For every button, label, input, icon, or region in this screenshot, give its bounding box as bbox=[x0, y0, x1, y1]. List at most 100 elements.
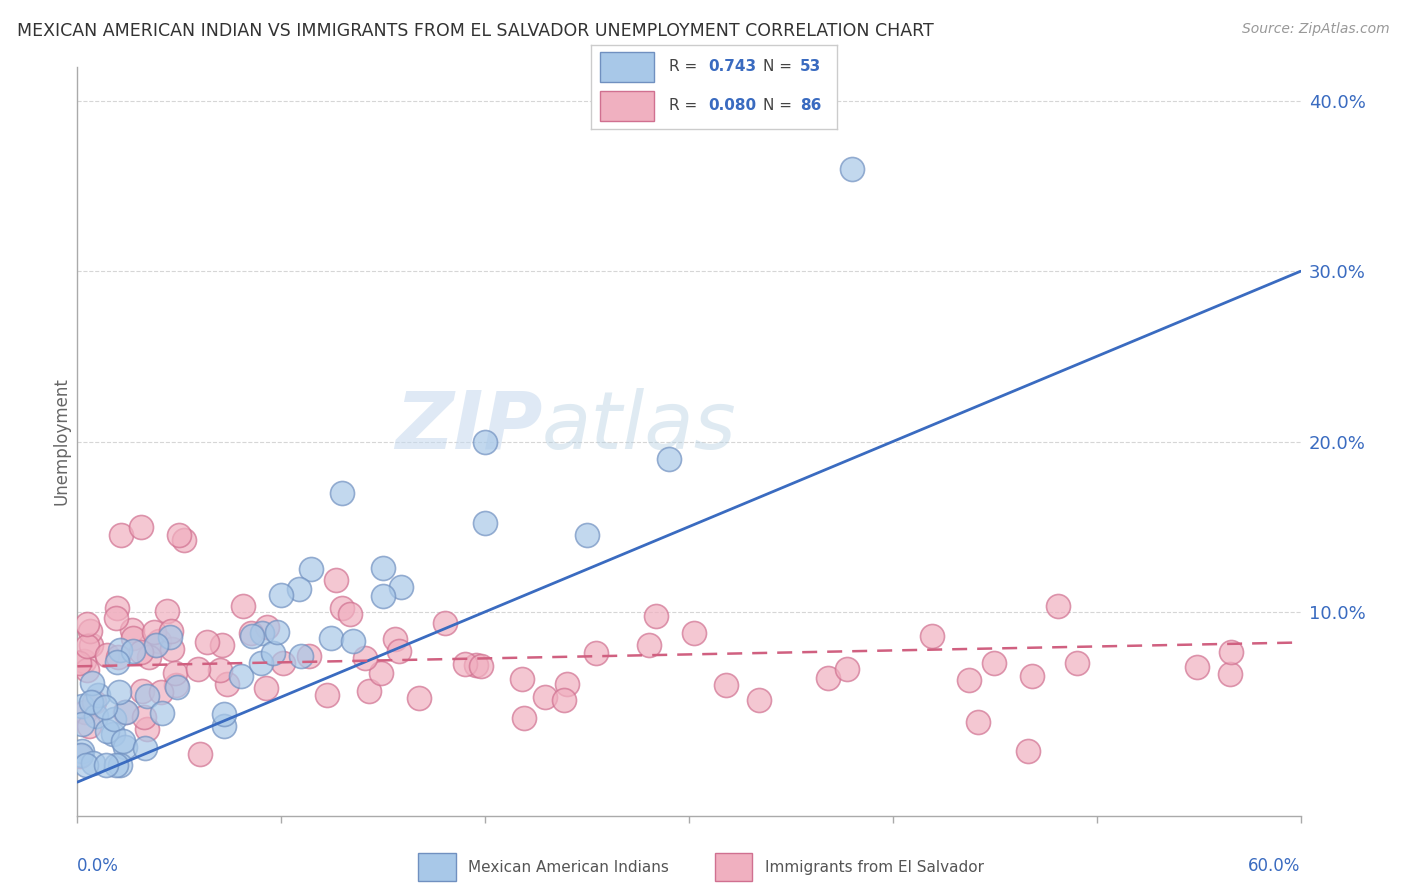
Point bbox=[714, 678, 737, 692]
Point bbox=[576, 528, 599, 542]
Point bbox=[76, 663, 98, 677]
Point bbox=[82, 756, 104, 770]
Point bbox=[555, 677, 578, 691]
Point bbox=[454, 657, 477, 672]
Point bbox=[115, 705, 138, 719]
Point bbox=[150, 706, 173, 720]
Point bbox=[166, 680, 188, 694]
Point bbox=[1219, 666, 1241, 681]
Point bbox=[354, 651, 377, 665]
Point bbox=[332, 485, 354, 500]
Point bbox=[165, 666, 187, 681]
Point bbox=[129, 519, 152, 533]
Point bbox=[553, 693, 575, 707]
Point bbox=[80, 695, 103, 709]
Point bbox=[316, 688, 339, 702]
Point bbox=[173, 533, 195, 548]
Point bbox=[1185, 660, 1208, 674]
Point bbox=[298, 649, 321, 664]
Point bbox=[433, 615, 456, 630]
Point bbox=[470, 658, 492, 673]
Point bbox=[94, 758, 117, 772]
Point bbox=[266, 625, 288, 640]
Point bbox=[111, 734, 134, 748]
Point bbox=[134, 740, 156, 755]
Point bbox=[143, 624, 166, 639]
Point bbox=[256, 620, 278, 634]
Point bbox=[162, 641, 184, 656]
Text: ZIP: ZIP bbox=[395, 387, 543, 466]
Point bbox=[80, 676, 103, 690]
Point bbox=[290, 649, 312, 664]
Point bbox=[96, 723, 118, 738]
Point bbox=[159, 631, 181, 645]
Point bbox=[104, 758, 127, 772]
Point bbox=[114, 739, 136, 754]
Point bbox=[70, 698, 93, 713]
Point bbox=[239, 626, 262, 640]
Point bbox=[384, 632, 406, 646]
Point bbox=[134, 710, 156, 724]
Point bbox=[76, 616, 98, 631]
Point bbox=[921, 629, 943, 643]
Point bbox=[156, 604, 179, 618]
Point bbox=[229, 669, 252, 683]
Point bbox=[1017, 744, 1039, 758]
Point bbox=[108, 643, 131, 657]
Point bbox=[214, 719, 236, 733]
Point bbox=[474, 434, 496, 449]
Point bbox=[837, 663, 859, 677]
Point bbox=[474, 516, 496, 530]
Point bbox=[79, 624, 101, 638]
Point bbox=[389, 580, 412, 594]
Text: 0.080: 0.080 bbox=[709, 98, 756, 112]
Point bbox=[136, 722, 159, 736]
Text: N =: N = bbox=[762, 59, 797, 74]
Point bbox=[252, 626, 274, 640]
Point bbox=[841, 162, 863, 177]
Point bbox=[114, 705, 136, 719]
Point bbox=[195, 635, 218, 649]
Point bbox=[748, 693, 770, 707]
Point bbox=[165, 678, 187, 692]
Point bbox=[122, 631, 145, 645]
Point bbox=[135, 690, 157, 704]
Point bbox=[73, 705, 96, 719]
Point bbox=[96, 648, 118, 662]
Text: Source: ZipAtlas.com: Source: ZipAtlas.com bbox=[1241, 22, 1389, 37]
Point bbox=[682, 626, 704, 640]
Point bbox=[464, 657, 486, 672]
Point bbox=[957, 673, 980, 687]
Text: 53: 53 bbox=[800, 59, 821, 74]
Point bbox=[122, 643, 145, 657]
Point bbox=[86, 708, 108, 723]
Point bbox=[370, 665, 392, 680]
FancyBboxPatch shape bbox=[600, 53, 654, 82]
Point bbox=[211, 639, 233, 653]
Text: 86: 86 bbox=[800, 98, 821, 112]
Point bbox=[232, 599, 254, 614]
Point bbox=[215, 677, 238, 691]
Point bbox=[249, 656, 271, 670]
Text: 60.0%: 60.0% bbox=[1249, 857, 1301, 875]
Text: R =: R = bbox=[669, 59, 703, 74]
Point bbox=[270, 588, 292, 602]
Point bbox=[330, 600, 353, 615]
Point bbox=[105, 611, 128, 625]
Point bbox=[1220, 645, 1243, 659]
Point bbox=[131, 684, 153, 698]
Point bbox=[79, 638, 101, 652]
Point bbox=[160, 624, 183, 638]
Point bbox=[87, 688, 110, 702]
Point bbox=[70, 717, 93, 731]
Point bbox=[188, 747, 211, 761]
Point bbox=[325, 573, 347, 587]
Text: N =: N = bbox=[762, 98, 797, 112]
Point bbox=[145, 638, 167, 652]
FancyBboxPatch shape bbox=[716, 853, 752, 881]
Text: 0.743: 0.743 bbox=[709, 59, 756, 74]
Point bbox=[262, 646, 284, 660]
Point bbox=[143, 639, 166, 653]
Point bbox=[510, 672, 533, 686]
Point bbox=[271, 656, 294, 670]
